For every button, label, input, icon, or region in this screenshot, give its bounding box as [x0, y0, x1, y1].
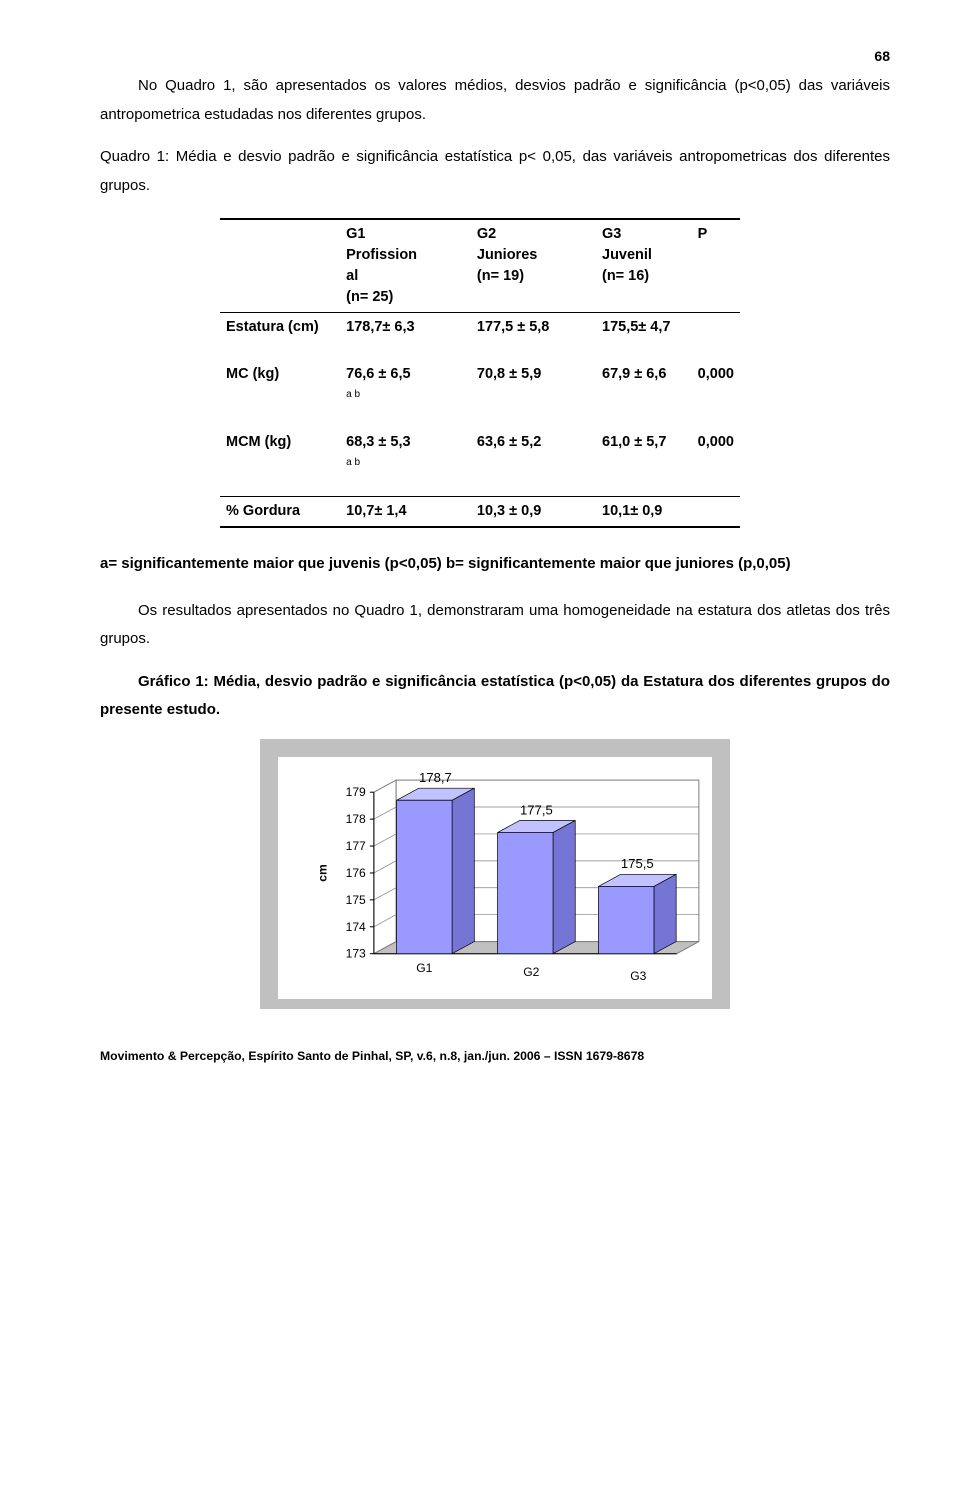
- chart-estatura: 173 174 175 176 177 178 179 cm 178,7 G1 177,5 G2 175…: [260, 739, 730, 1009]
- svg-text:178: 178: [346, 812, 366, 826]
- chart-caption: Gráfico 1: Média, desvio padrão e signif…: [100, 668, 890, 725]
- svg-text:178,7: 178,7: [419, 770, 452, 785]
- svg-text:177: 177: [346, 839, 366, 853]
- svg-text:G2: G2: [523, 965, 539, 979]
- svg-text:175,5: 175,5: [621, 856, 654, 871]
- svg-text:cm: cm: [315, 864, 329, 882]
- svg-text:176: 176: [346, 866, 366, 880]
- svg-text:G3: G3: [630, 969, 646, 983]
- bar-chart-svg: 173 174 175 176 177 178 179 cm 178,7 G1 177,5 G2 175…: [278, 757, 712, 999]
- svg-text:175: 175: [346, 893, 366, 907]
- table-row: % Gordura 10,7± 1,4 10,3 ± 0,9 10,1± 0,9: [220, 497, 740, 527]
- table-quadro1: G1 Profission al (n= 25) G2 Juniores (n=…: [220, 218, 740, 528]
- table-row: MCM (kg) 68,3 ± 5,3a b 63,6 ± 5,2 61,0 ±…: [220, 428, 740, 478]
- svg-text:174: 174: [346, 919, 366, 933]
- table-row: MC (kg) 76,6 ± 6,5a b 70,8 ± 5,9 67,9 ± …: [220, 360, 740, 410]
- paragraph-intro: No Quadro 1, são apresentados os valores…: [100, 72, 890, 129]
- table-legend: a= significantemente maior que juvenis (…: [100, 550, 890, 579]
- paragraph-results: Os resultados apresentados no Quadro 1, …: [100, 597, 890, 654]
- table-row: Estatura (cm) 178,7± 6,3 177,5 ± 5,8 175…: [220, 313, 740, 342]
- paragraph-table-caption: Quadro 1: Média e desvio padrão e signif…: [100, 143, 890, 200]
- page-footer: Movimento & Percepção, Espírito Santo de…: [100, 1049, 890, 1063]
- svg-text:173: 173: [346, 946, 366, 960]
- svg-text:G1: G1: [416, 961, 432, 975]
- svg-text:177,5: 177,5: [520, 802, 553, 817]
- page-number: 68: [100, 48, 890, 64]
- svg-text:179: 179: [346, 785, 366, 799]
- table-header-row: G1 Profission al (n= 25) G2 Juniores (n=…: [220, 220, 740, 313]
